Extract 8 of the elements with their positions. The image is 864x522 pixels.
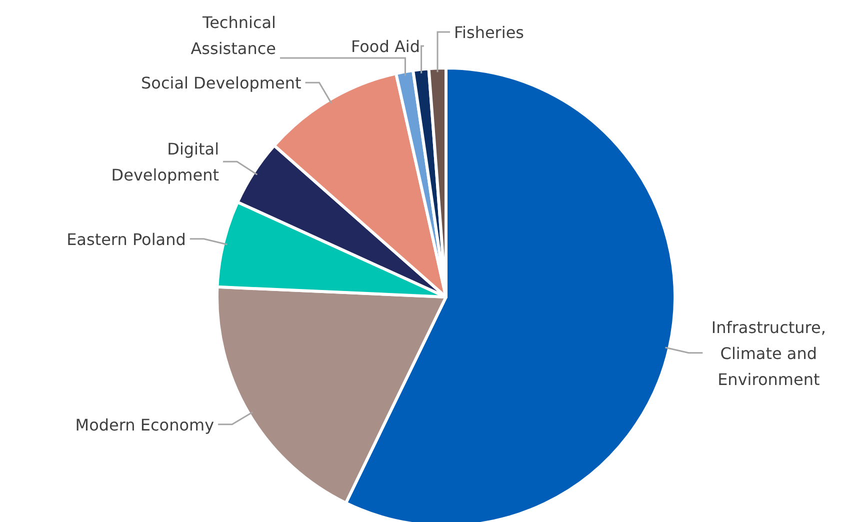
- slice-label: Food Aid: [351, 36, 420, 56]
- slice-label: Fisheries: [454, 22, 524, 42]
- slice-label: Digital Development: [111, 139, 220, 184]
- slice-label: Infrastructure, Climate and Environment: [711, 317, 826, 388]
- slice-label: Eastern Poland: [66, 229, 186, 248]
- slice-label: Technical Assistance: [190, 12, 276, 58]
- slice-label: Social Development: [141, 73, 302, 92]
- slice-label: Modern Economy: [75, 414, 214, 434]
